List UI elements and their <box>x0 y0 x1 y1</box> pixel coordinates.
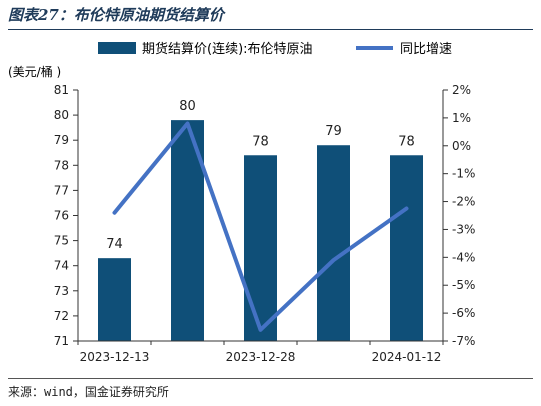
bar-series: 74 80 78 79 78 <box>98 99 423 342</box>
y-axis-label: (美元/桶 ) <box>8 64 61 79</box>
left-tick-label: 77 <box>54 183 69 197</box>
right-tick-label: -3% <box>452 222 475 236</box>
bottom-rule <box>8 378 533 379</box>
bar-data-label: 78 <box>398 134 415 149</box>
right-tick-label: -6% <box>452 306 475 320</box>
x-tick-label: 2023-12-28 <box>226 350 296 364</box>
source-note: 来源：wind，国金证券研究所 <box>8 385 169 399</box>
left-axis: 71 72 73 74 75 76 77 78 79 80 81 <box>54 83 79 348</box>
bar <box>317 145 350 341</box>
bar-data-label: 80 <box>179 99 196 114</box>
left-tick-label: 73 <box>54 284 69 298</box>
left-tick-label: 71 <box>54 334 69 348</box>
left-tick-label: 81 <box>54 83 69 97</box>
right-tick-label: 0% <box>452 139 471 153</box>
right-tick-label: -1% <box>452 167 475 181</box>
right-tick-label: -4% <box>452 250 475 264</box>
right-tick-label: -5% <box>452 278 475 292</box>
line-series <box>112 121 409 332</box>
legend-line-label: 同比增速 <box>400 42 452 57</box>
right-tick-label: 2% <box>452 83 471 97</box>
legend: 期货结算价(连续):布伦特原油 同比增速 <box>98 41 452 57</box>
legend-bar-swatch <box>98 42 136 54</box>
right-tick-label: 1% <box>452 111 471 125</box>
left-tick-label: 78 <box>54 158 69 172</box>
bar-data-label: 79 <box>325 124 342 139</box>
right-axis: 2% 1% 0% -1% -2% -3% -4% -5% -6% -7% <box>442 83 475 348</box>
x-tick-label: 2023-12-13 <box>80 350 150 364</box>
x-axis: 2023-12-13 2023-12-28 2024-01-12 <box>77 340 444 364</box>
figure-title: 图表27：布伦特原油期货结算价 <box>8 6 224 24</box>
bar-data-label: 74 <box>106 237 123 252</box>
x-tick-label: 2024-01-12 <box>372 350 442 364</box>
left-tick-label: 72 <box>54 309 69 323</box>
left-tick-label: 79 <box>54 133 69 147</box>
bar-data-label: 78 <box>252 134 269 149</box>
chart-canvas: 期货结算价(连续):布伦特原油 同比增速 (美元/桶 ) 71727374757… <box>8 41 475 364</box>
bar <box>98 258 131 341</box>
legend-bar-label: 期货结算价(连续):布伦特原油 <box>142 41 313 57</box>
left-tick-label: 74 <box>54 259 69 273</box>
bar <box>244 155 277 341</box>
right-tick-label: -2% <box>452 195 475 209</box>
left-tick-label: 80 <box>54 108 69 122</box>
left-tick-label: 76 <box>54 209 69 223</box>
bar <box>390 155 423 341</box>
right-tick-label: -7% <box>452 334 475 348</box>
left-tick-label: 75 <box>54 234 69 248</box>
title-rule <box>8 29 533 30</box>
